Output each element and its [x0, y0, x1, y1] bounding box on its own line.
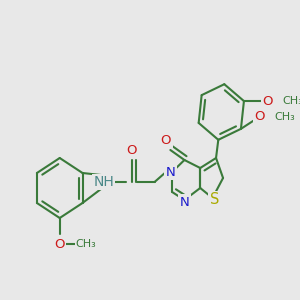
Text: O: O: [254, 110, 265, 123]
Text: NH: NH: [93, 175, 114, 189]
Text: CH₃: CH₃: [274, 112, 295, 122]
Text: O: O: [161, 134, 171, 146]
Text: O: O: [127, 143, 137, 157]
Text: O: O: [55, 238, 65, 250]
Text: CH₃: CH₃: [283, 96, 300, 106]
Text: O: O: [262, 94, 273, 108]
Text: S: S: [210, 193, 219, 208]
Text: N: N: [166, 166, 175, 178]
Text: CH₃: CH₃: [76, 239, 96, 249]
Text: N: N: [179, 196, 189, 208]
